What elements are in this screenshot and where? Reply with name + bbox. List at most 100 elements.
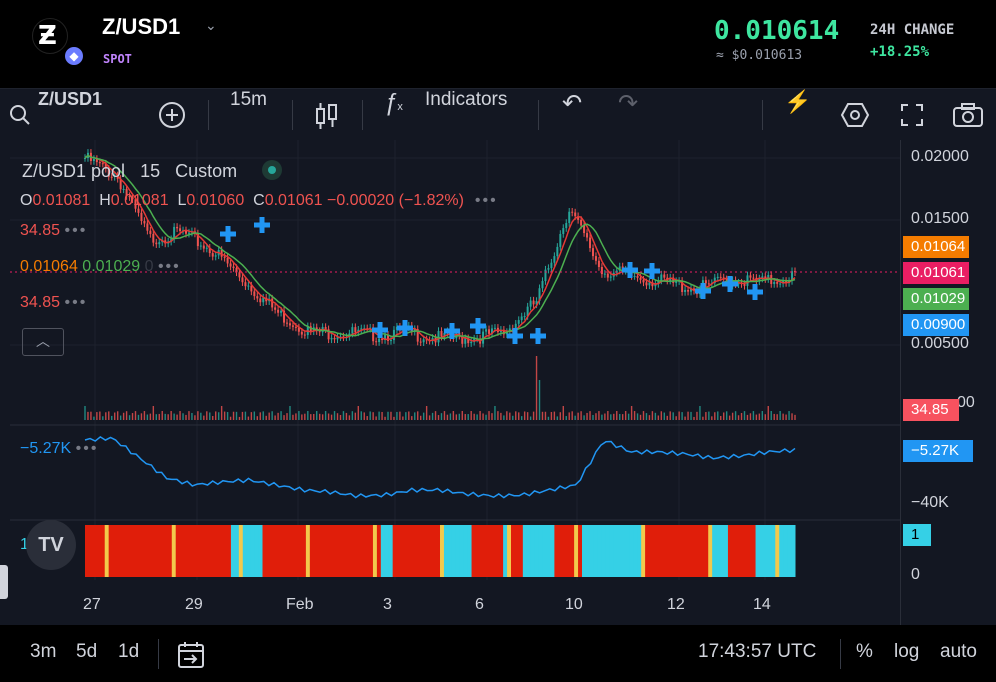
trade-marker <box>535 328 541 344</box>
range-1d[interactable]: 1d <box>118 641 140 662</box>
candle-body <box>553 256 556 263</box>
histogram-bar <box>211 525 216 577</box>
price-usd: ≈ $0.010613 <box>716 48 803 63</box>
ma-line-green <box>84 154 796 341</box>
candle-body <box>517 320 520 324</box>
undo-icon[interactable]: ↶ <box>562 90 583 117</box>
candle-body <box>526 306 529 317</box>
candle-body <box>583 225 586 234</box>
histogram-bar <box>743 525 749 577</box>
histogram-bar <box>684 525 689 577</box>
candle-body <box>274 307 277 310</box>
more-icon[interactable]: ••• <box>75 440 99 457</box>
time-tick: 12 <box>667 596 685 613</box>
separator <box>762 100 763 130</box>
collapse-legend-button[interactable]: ︿ <box>22 328 64 356</box>
add-symbol-icon[interactable] <box>158 101 186 129</box>
volume-bar <box>99 411 101 420</box>
volume-bar <box>725 411 728 420</box>
histogram-bar <box>582 525 587 577</box>
volume-bar <box>396 411 398 420</box>
redo-icon[interactable]: ↷ <box>618 90 639 117</box>
more-icon[interactable]: ••• <box>64 222 88 239</box>
candle-body <box>425 339 428 341</box>
sidebar-toggle[interactable] <box>0 565 8 599</box>
volume-bar <box>437 415 440 420</box>
histogram-bar <box>692 525 697 577</box>
series-legend: Z/USD1 pool 15 Custom <box>22 160 283 182</box>
histogram-bar <box>526 525 532 577</box>
histogram-bar <box>633 525 638 577</box>
camera-icon[interactable] <box>952 101 984 129</box>
log-toggle[interactable]: log <box>894 641 920 662</box>
calendar-goto-icon[interactable] <box>176 641 206 669</box>
pair-title[interactable]: Z/USD1 <box>102 14 181 39</box>
more-icon[interactable]: ••• <box>468 192 498 209</box>
histogram-bar <box>372 525 378 577</box>
candle-body <box>538 288 541 302</box>
candle-body <box>95 158 98 163</box>
interval-button[interactable]: 15m <box>230 89 267 110</box>
volume-bar <box>711 416 713 420</box>
candle-body <box>571 211 574 213</box>
volume-bar <box>304 413 306 420</box>
range-3m[interactable]: 3m <box>30 641 57 662</box>
token-logo: Ƶ ◆ <box>32 18 85 67</box>
volume-bar <box>740 412 743 420</box>
volume-bar <box>102 416 104 420</box>
candle-body <box>713 277 716 284</box>
histogram-bar <box>542 525 547 577</box>
candle-body <box>149 230 152 234</box>
function-icon[interactable]: ƒx <box>384 89 403 116</box>
tradingview-logo[interactable]: TV <box>26 520 76 570</box>
percent-toggle[interactable]: % <box>856 641 873 662</box>
volume-bar <box>583 415 585 420</box>
histogram-bar <box>645 525 650 577</box>
histogram-bar <box>112 525 118 577</box>
more-icon[interactable]: ••• <box>157 258 181 275</box>
histogram-bar <box>384 525 390 577</box>
clock[interactable]: 17:43:57 UTC <box>698 641 817 662</box>
histogram-bar <box>345 525 350 577</box>
volume-bar <box>449 413 452 420</box>
volume-bar <box>378 411 380 420</box>
volume-bar <box>604 413 606 420</box>
chevron-down-icon[interactable]: ⌄ <box>205 18 217 34</box>
volume-bar <box>455 414 458 420</box>
candle-body <box>372 327 375 342</box>
chart-toolbar: Z/USD1 15m ƒx Indicators ↶ ↷ ⚡ <box>0 88 996 140</box>
candle-body <box>235 268 238 273</box>
histogram-bar <box>613 525 618 577</box>
ma-a-badge: 0.01064 <box>903 236 969 258</box>
histogram-bar <box>136 525 141 577</box>
indicators-button[interactable]: Indicators <box>425 89 508 110</box>
candlestick-type-icon[interactable] <box>314 101 340 131</box>
settings-hexagon-icon[interactable] <box>840 101 870 129</box>
volume-bar <box>206 411 208 420</box>
candle-body <box>253 291 256 297</box>
search-icon[interactable] <box>8 103 32 127</box>
more-icon[interactable]: ••• <box>64 294 88 311</box>
candle-body <box>443 332 446 337</box>
volume-bar <box>390 411 392 420</box>
auto-toggle[interactable]: auto <box>940 641 977 662</box>
volume-bar <box>532 411 535 420</box>
histogram-bar <box>294 525 299 577</box>
chart-canvas[interactable] <box>0 140 900 625</box>
histogram-tick: 0 <box>911 566 920 583</box>
volume-bar <box>108 411 110 420</box>
price-axis[interactable]: 0.02000 0.01500 0.00500 0.01064 0.01061 … <box>900 140 996 625</box>
volume-bar <box>520 416 523 420</box>
volume-bar <box>342 411 345 420</box>
chart-area[interactable]: Z/USD1 pool 15 Custom O0.01081 H0.01081 … <box>0 140 996 625</box>
symbol-search[interactable]: Z/USD1 <box>38 89 103 109</box>
volume-bar <box>619 413 621 420</box>
alert-icon[interactable]: ⚡ <box>784 89 812 114</box>
histogram-bar <box>376 525 382 577</box>
histogram-bar <box>696 525 701 577</box>
volume-bar <box>556 416 559 420</box>
histogram-bar <box>735 525 741 577</box>
range-5d[interactable]: 5d <box>76 641 98 662</box>
fullscreen-icon[interactable] <box>900 103 924 127</box>
histogram-bar <box>534 525 540 577</box>
